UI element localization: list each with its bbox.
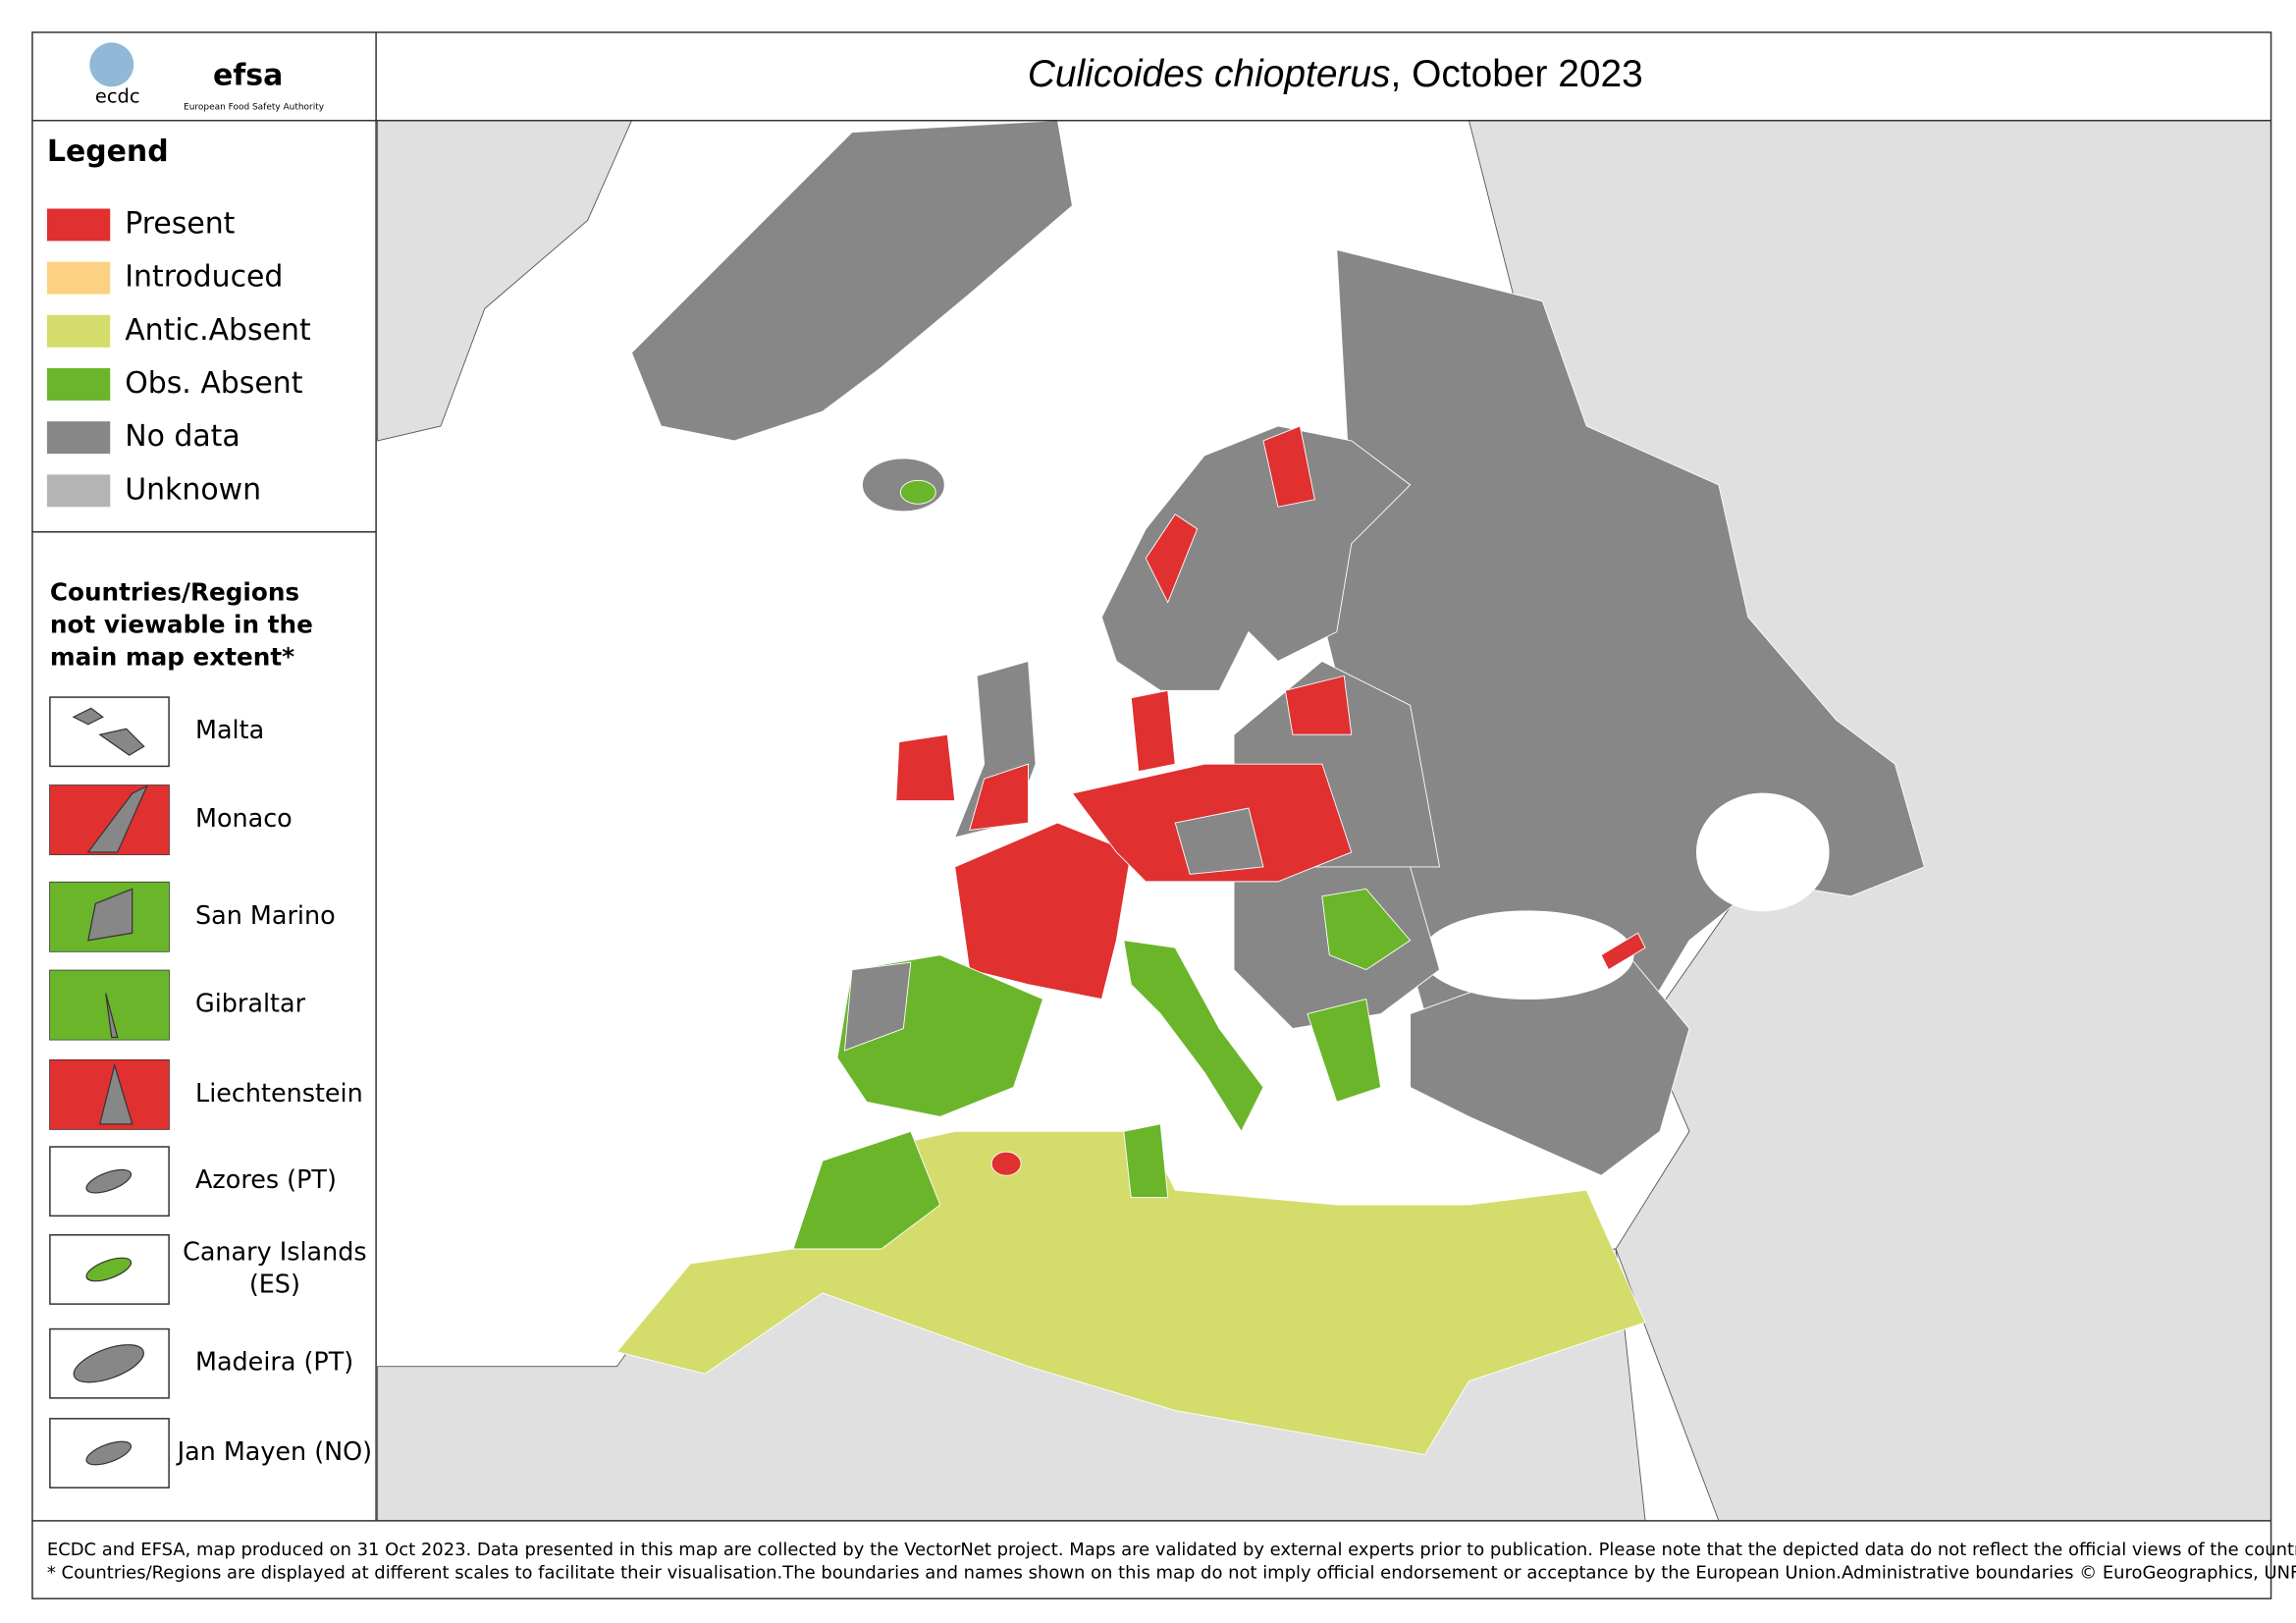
ireland xyxy=(895,733,956,802)
inset-label: San Marino xyxy=(195,900,336,930)
legend-label: Introduced xyxy=(125,260,283,295)
footer-text: * Countries/Regions are displayed at dif… xyxy=(47,1563,2296,1584)
insets-title: Countries/Regions xyxy=(50,578,299,607)
title-date: , October 2023 xyxy=(1390,53,1642,95)
ecdc-globe xyxy=(89,42,134,87)
title-species: Culicoides chiopterus xyxy=(1028,53,1391,95)
inset-label: Gibraltar xyxy=(195,989,306,1018)
legend-swatch xyxy=(46,421,111,455)
outer-frame xyxy=(31,31,2272,1599)
czechia xyxy=(1174,807,1264,875)
inset-label: Monaco xyxy=(195,803,293,833)
inset-label: (ES) xyxy=(249,1269,300,1298)
iceland-obs xyxy=(899,479,936,505)
romania-obs xyxy=(1321,888,1412,971)
legend-swatch xyxy=(46,474,111,508)
title: Culicoides chiopterus, October 2023 xyxy=(1028,53,1643,95)
inset-shape xyxy=(85,1257,133,1282)
inset-shape xyxy=(86,784,148,853)
legend-label: Unknown xyxy=(125,472,261,507)
legend-swatch xyxy=(46,314,111,348)
logo-efsa-sub: European Food Safety Authority xyxy=(184,103,325,113)
inset-label: Liechtenstein xyxy=(195,1078,363,1108)
algeria-red xyxy=(990,1151,1022,1176)
inset-shape xyxy=(73,1344,144,1383)
finland-red xyxy=(1262,425,1315,508)
inset-box xyxy=(49,696,170,768)
map xyxy=(377,120,2271,1522)
turkey-red xyxy=(1600,932,1646,971)
legend-swatch xyxy=(46,261,111,295)
tunisia-obs xyxy=(1123,1123,1169,1199)
baltic-red xyxy=(1284,675,1353,735)
inset-shape xyxy=(85,1168,133,1194)
legend: Present Introduced Antic.Absent Obs. Absent… xyxy=(46,206,311,508)
insets-title: main map extent* xyxy=(50,642,294,671)
logo-ecdc: ecdc xyxy=(95,84,140,107)
footer-text: ECDC and EFSA, map produced on 31 Oct 20… xyxy=(47,1540,2296,1560)
insets: Countries/Regions not viewable in the main… xyxy=(49,578,373,1488)
footer: ECDC and EFSA, map produced on 31 Oct 20… xyxy=(47,1540,2296,1584)
iberia-nodata xyxy=(843,961,912,1052)
frame xyxy=(31,31,2272,1599)
legend-title: Legend xyxy=(47,135,169,169)
inset-label: Jan Mayen (NO) xyxy=(176,1436,373,1466)
italy xyxy=(1123,940,1264,1133)
inset-label: Azores (PT) xyxy=(195,1164,337,1194)
inset-label: Madeira (PT) xyxy=(195,1347,353,1377)
inset-shape xyxy=(72,707,145,756)
greenland xyxy=(630,120,1073,442)
denmark xyxy=(1130,689,1176,773)
scandinavia xyxy=(1100,425,1412,691)
insets-title: not viewable in the xyxy=(50,610,313,638)
inset-shape xyxy=(105,993,119,1039)
england-red xyxy=(969,763,1029,832)
inset-shape xyxy=(85,1440,133,1466)
inset-shape xyxy=(87,888,133,942)
greece xyxy=(1307,999,1382,1103)
norway-red xyxy=(1145,514,1199,604)
legend-label: Obs. Absent xyxy=(125,366,302,401)
legend-label: No data xyxy=(125,419,240,454)
inset-label: Malta xyxy=(195,715,264,744)
legend-label: Present xyxy=(125,206,235,241)
caspian-sea xyxy=(1695,792,1830,912)
logo-efsa: efsa xyxy=(213,58,283,92)
legend-swatch xyxy=(46,368,111,401)
inset-shape xyxy=(99,1062,133,1125)
legend-label: Antic.Absent xyxy=(125,313,311,348)
legend-swatch xyxy=(46,208,111,242)
inset-label: Canary Islands xyxy=(183,1236,366,1266)
morocco-obs xyxy=(792,1130,941,1250)
